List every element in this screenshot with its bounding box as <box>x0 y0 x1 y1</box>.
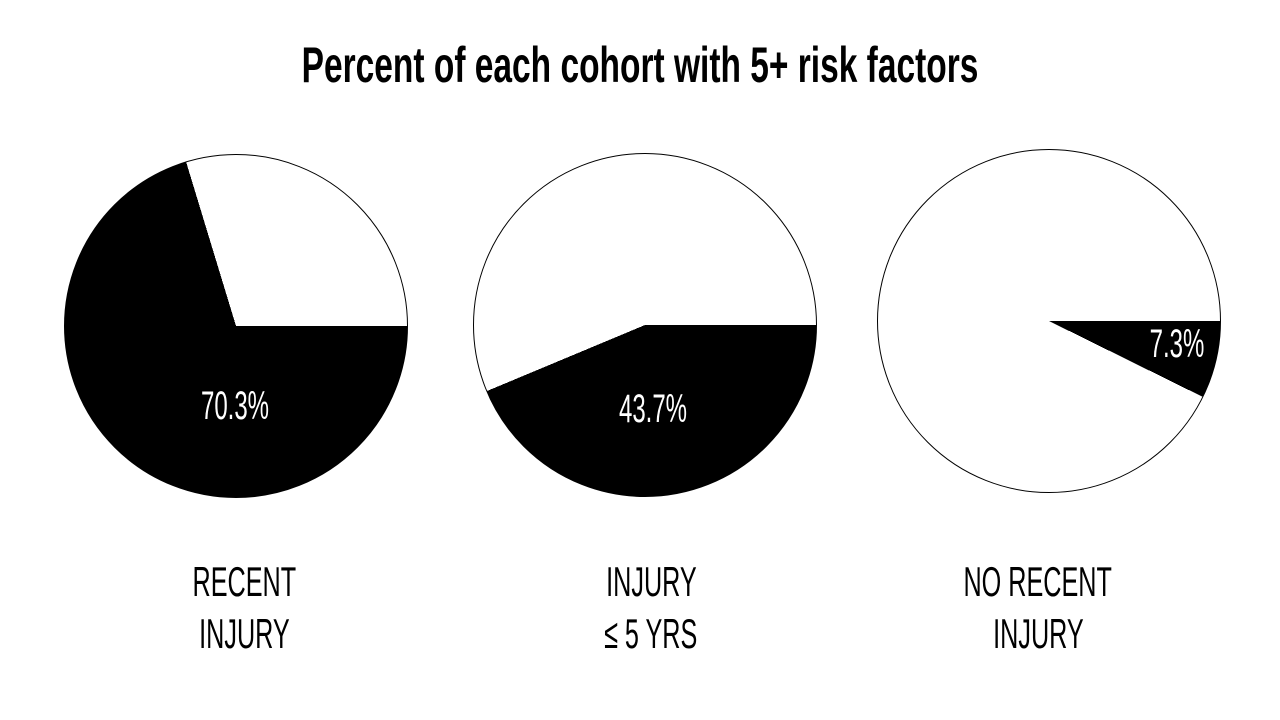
cohort-label-recent-injury: RECENT INJURY <box>74 556 414 660</box>
data-label-no-recent-injury-text: 7.3% <box>1149 322 1205 366</box>
chart-title-text: Percent of each cohort with 5+ risk fact… <box>301 37 979 93</box>
cohort-label-line: INJURY <box>74 608 414 660</box>
pie-slices-recent-injury <box>64 154 408 498</box>
cohort-label-line: NO RECENT <box>868 556 1208 608</box>
pie-chart-recent-injury: 70.3% <box>64 154 408 498</box>
pie-chart-injury-5yrs: 43.7% <box>473 153 817 497</box>
pie-slices-no-recent-injury <box>877 149 1221 493</box>
cohort-label-text: INJURY <box>198 610 290 657</box>
cohort-label-line: INJURY <box>481 556 821 608</box>
cohort-label-line: RECENT <box>74 556 414 608</box>
cohort-label-text: INJURY <box>605 558 697 605</box>
cohort-label-text: NO RECENT <box>963 558 1113 605</box>
data-label-injury-5yrs-text: 43.7% <box>618 387 688 431</box>
pie-slices-injury-5yrs <box>473 153 817 497</box>
data-label-recent-injury-text: 70.3% <box>200 384 270 428</box>
data-label-recent-injury: 70.3% <box>178 386 291 426</box>
cohort-label-text: ≤ 5 YRS <box>604 610 698 657</box>
cohort-label-text: INJURY <box>992 610 1084 657</box>
cohort-label-line: INJURY <box>868 608 1208 660</box>
cohort-label-text: RECENT <box>192 558 296 605</box>
cohort-label-injury-5yrs: INJURY ≤ 5 YRS <box>481 556 821 660</box>
cohort-label-line: ≤ 5 YRS <box>481 608 821 660</box>
cohort-label-no-recent-injury: NO RECENT INJURY <box>868 556 1208 660</box>
chart-title: Percent of each cohort with 5+ risk fact… <box>0 40 1280 90</box>
data-label-no-recent-injury: 7.3% <box>1131 324 1222 364</box>
pie-chart-no-recent-injury: 7.3% <box>877 149 1221 493</box>
data-label-injury-5yrs: 43.7% <box>596 389 709 429</box>
